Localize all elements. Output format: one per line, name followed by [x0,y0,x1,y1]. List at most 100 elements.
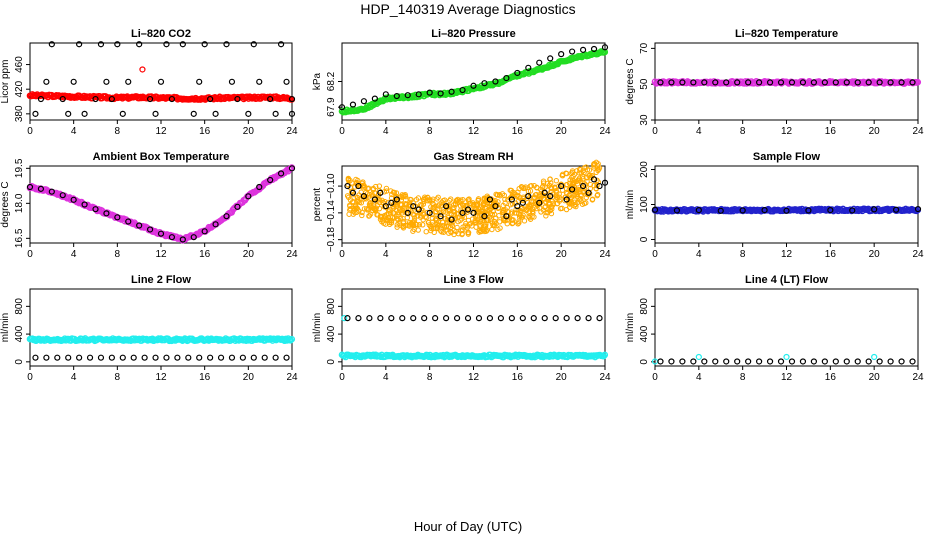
x-tick-label: 0 [27,372,33,383]
data-point [701,358,708,365]
data-point [497,315,504,322]
data-point [349,189,357,196]
data-point [695,207,702,214]
data-point [799,79,807,86]
data-point [527,208,533,215]
x-tick-label: 20 [869,249,881,260]
data-point [569,168,576,174]
data-point [541,189,548,196]
data-point [496,191,503,198]
data-point [520,212,526,218]
data-point [492,78,499,85]
x-tick-label: 16 [199,126,211,137]
data-point [415,213,421,219]
data-point [537,196,543,202]
series-red [26,91,296,103]
data-point [482,205,488,212]
data-point [371,95,378,102]
panel-6: Line 2 Flow ml/min 0 4 8 12 16 20 24 0 400 800 [0,274,298,383]
data-point [657,358,664,365]
data-point [65,110,72,117]
data-point [354,179,360,186]
data-point [887,358,894,365]
x-tick-label: 8 [427,126,433,137]
data-point [359,209,365,216]
data-point [130,354,137,361]
data-point [525,193,532,200]
data-point [416,222,423,228]
data-point [596,315,603,322]
data-point [348,189,355,195]
data-point [553,178,560,184]
x-tick-label: 0 [652,372,658,383]
data-point [799,358,807,365]
x-tick-label: 24 [286,249,298,260]
data-point [463,220,469,227]
panel-y-label: ml/min [0,313,11,342]
data-point [584,178,590,185]
data-point [516,185,522,192]
panel-y-label: percent [312,188,323,222]
data-point [547,193,554,200]
y-tick-label: −0.18 [326,227,337,253]
data-point [136,41,143,48]
data-point [865,79,872,86]
panel-title: Ambient Box Temperature [93,151,230,163]
data-point [455,214,461,221]
data-point [108,354,115,361]
data-point [551,184,558,190]
data-point [43,78,50,85]
data-point [777,358,785,365]
data-point [267,176,274,184]
data-point [76,354,83,361]
data-point [540,178,547,184]
data-point [459,209,466,216]
y-tick-label: 200 [639,161,650,178]
data-point [443,203,450,210]
data-point [388,315,395,322]
data-point [558,196,564,203]
data-point [486,196,494,203]
data-point [491,211,498,218]
data-point [368,203,374,209]
data-point [76,41,83,48]
panel-2: Li–820 Temperature degrees C 0 4 8 12 16 20 24 30… [625,28,924,137]
data-point [477,228,484,235]
x-tick-label: 16 [825,372,837,383]
data-point [196,354,203,361]
data-point [573,178,580,185]
x-tick-label: 12 [468,126,480,137]
x-tick-label: 24 [286,126,298,137]
data-point [517,195,523,201]
data-point [454,198,460,204]
series-orange [344,159,603,238]
data-point [43,354,50,361]
data-point [443,315,450,322]
x-tick-label: 8 [427,249,433,260]
data-point [668,79,675,86]
data-point [54,354,61,361]
panel-5: Sample Flow ml/min 0 4 8 12 16 20 24 0 100 200 [625,151,924,260]
series-black [32,41,296,117]
data-point [435,223,441,229]
panel-title: Line 3 Flow [444,274,504,286]
data-point [854,79,861,86]
data-point [589,197,596,203]
x-tick-label: 16 [825,249,837,260]
data-point [288,95,296,103]
data-point [256,183,263,191]
data-point [347,202,353,208]
data-point [566,186,572,193]
data-point [377,315,384,322]
data-point [37,95,45,103]
data-point [372,199,378,205]
data-point [435,194,441,200]
panel-0: Li–820 CO2 Licor ppm 0 4 8 12 16 20 24 380 420 460 [0,28,298,137]
data-point [475,315,483,322]
data-point [139,66,146,73]
data-point [783,207,790,214]
data-point [568,174,575,181]
data-point [563,170,569,176]
data-point [399,315,406,322]
